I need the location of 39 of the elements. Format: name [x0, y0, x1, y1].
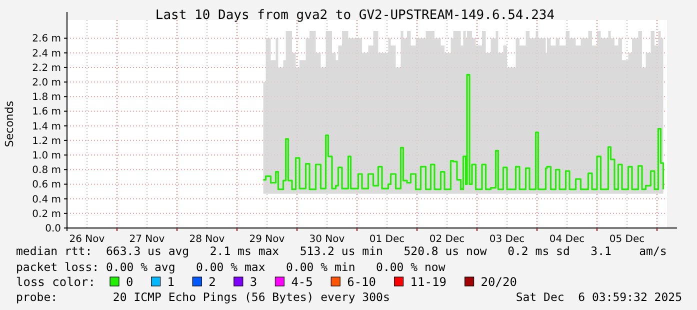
legend-title: loss color: [16, 275, 96, 289]
y-tick-label: 0.6 m [32, 180, 61, 191]
x-tick-label: 05 Dec [609, 234, 645, 245]
x-tick-label: 30 Nov [309, 234, 345, 245]
y-tick-label: 0.2 m [32, 208, 61, 220]
chart-title: Last 10 Days from gva2 to GV2-UPSTREAM-149.6.54.234 [155, 8, 555, 23]
y-tick-label: 1.0 m [32, 150, 61, 162]
x-tick-label: 03 Dec [489, 234, 525, 245]
legend-label: 0 [126, 275, 134, 289]
legend-label: 3 [250, 275, 258, 289]
legend-label: 4-5 [291, 275, 313, 289]
y-tick-label: 2.6 m [32, 34, 61, 45]
x-tick-label: 29 Nov [249, 234, 285, 245]
x-tick-label: 01 Dec [369, 234, 405, 245]
text: Sat Dec 6 03:59:32 2025 [516, 290, 682, 304]
y-tick-label: 0.0 [45, 224, 61, 234]
x-tick-label: 04 Dec [549, 234, 585, 245]
y-tick-label: 0.4 m [32, 194, 61, 206]
y-tick-label: 2.4 m [32, 48, 61, 60]
legend-label: 11-19 [410, 275, 446, 289]
y-tick-label: 1.4 m [32, 121, 61, 132]
y-tick-label: 0.8 m [32, 165, 61, 176]
text: probe: 20 ICMP Echo Pings (56 Bytes) every 300s [16, 290, 390, 304]
text: median rtt: 663.3 us avg 2.1 ms max 513.2 us min 520.8 us now 0.2 ms sd 3.1 am/s [16, 244, 667, 258]
y-tick-label: 1.6 m [32, 106, 61, 118]
y-tick-label: 1.8 m [32, 92, 61, 104]
y-tick-label: 2.0 m [32, 78, 61, 89]
legend-label: 20/20 [480, 275, 517, 289]
y-tick-label: 2.2 m [32, 62, 61, 74]
text: packet loss: 0.00 % avg 0.00 % max 0.00 % min 0.00 % now [16, 260, 446, 274]
x-tick-label: 26 Nov [69, 234, 105, 245]
legend-label: 1 [167, 275, 175, 289]
y-tick-label: 1.2 m [32, 136, 61, 147]
legend-label: 6-10 [347, 275, 376, 289]
y-axis-title: Seconds [3, 100, 16, 148]
x-tick-label: 28 Nov [189, 234, 225, 245]
x-tick-label: 02 Dec [429, 234, 465, 245]
x-tick-label: 27 Nov [129, 234, 165, 245]
legend-label: 2 [208, 275, 216, 289]
